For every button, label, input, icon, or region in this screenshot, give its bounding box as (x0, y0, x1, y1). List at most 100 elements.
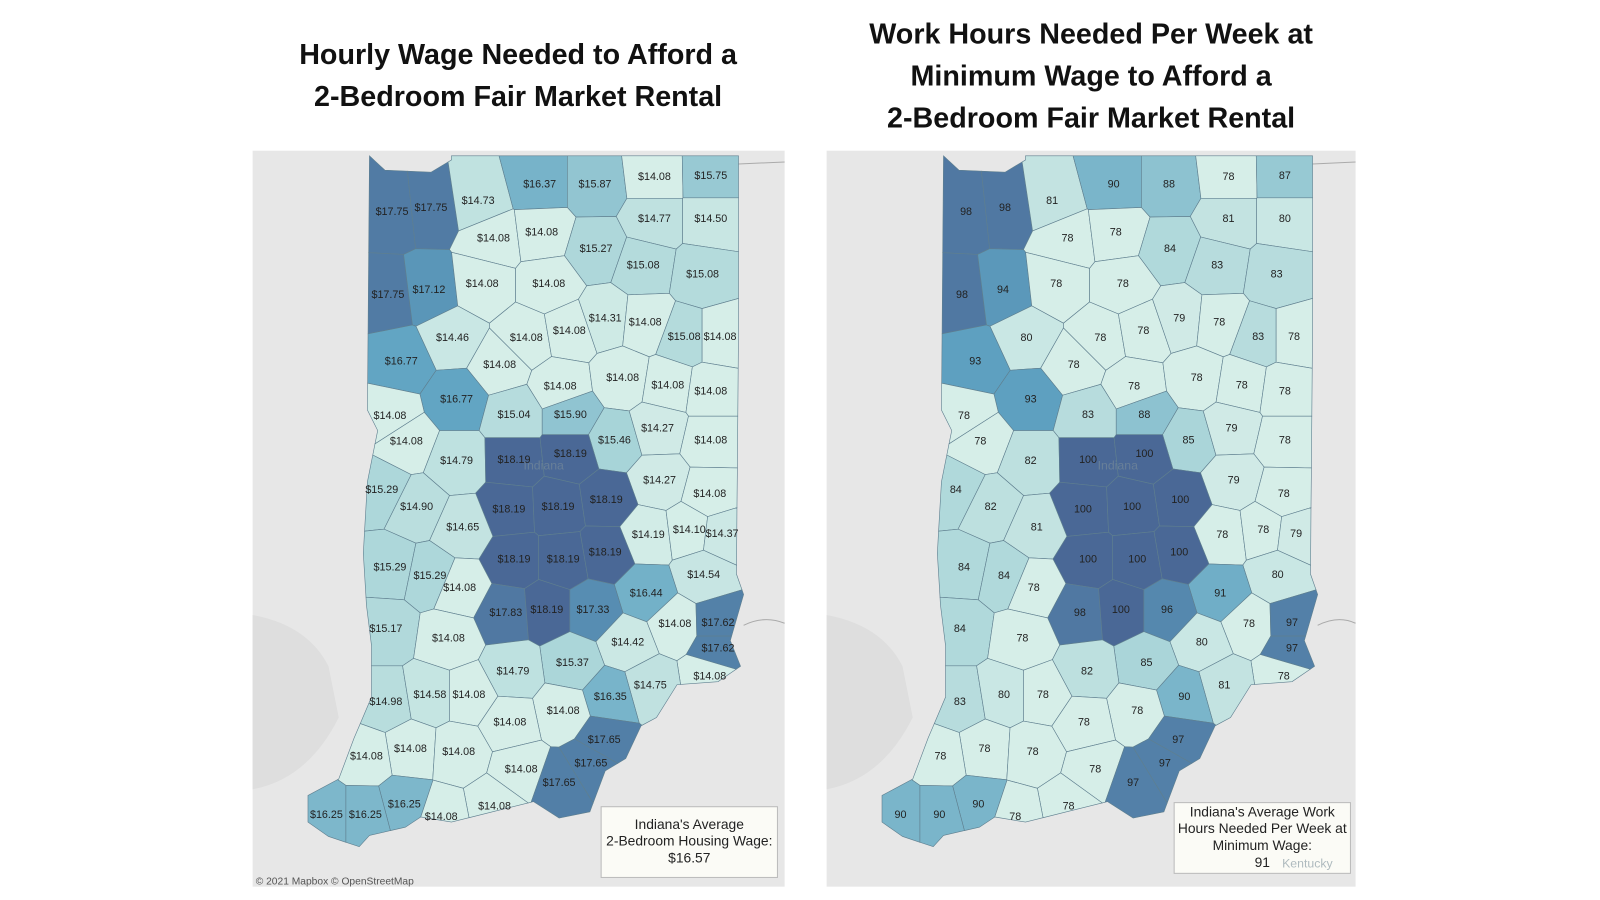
terrain (252, 615, 339, 790)
county (682, 197, 739, 253)
county-label: 78 (1278, 488, 1290, 500)
county-label: 81 (1031, 522, 1043, 534)
county-label: $17.62 (702, 643, 735, 655)
legend-box (600, 806, 778, 878)
county-label: 78 (1063, 801, 1075, 813)
county-label: $17.75 (415, 202, 448, 214)
county-label: $14.46 (436, 332, 469, 344)
county-label: 78 (1279, 385, 1291, 397)
county-label: 84 (1164, 243, 1176, 255)
county-label: 80 (1021, 332, 1033, 344)
county-label: 98 (999, 202, 1011, 214)
county-label: 79 (1290, 528, 1302, 540)
county (345, 785, 391, 848)
county-label: $14.50 (694, 213, 727, 225)
county-label: 90 (1108, 178, 1120, 190)
county-label: $14.08 (658, 618, 691, 630)
county-label: 78 (1222, 171, 1234, 183)
county-label: 98 (1074, 607, 1086, 619)
county (1256, 197, 1313, 253)
legend-text: Hours Needed Per Week at (1178, 820, 1347, 836)
county-label: $14.08 (693, 670, 726, 682)
county-label: $14.42 (611, 637, 644, 649)
county-label: 98 (960, 206, 972, 218)
county-label: 97 (1286, 643, 1298, 655)
county-label: $17.12 (412, 284, 445, 296)
county-label: 78 (1257, 524, 1269, 536)
county-label: 100 (1171, 494, 1189, 506)
county-label: 81 (1046, 195, 1058, 207)
county-label: $14.08 (443, 582, 476, 594)
county-label: 80 (1279, 213, 1291, 225)
county-label: $14.27 (641, 422, 674, 434)
county-label: $17.75 (376, 206, 409, 218)
county-label: $14.10 (673, 524, 706, 536)
county-label: $14.08 (694, 435, 727, 447)
county-label: 78 (1278, 670, 1290, 682)
county-label: $14.79 (497, 665, 530, 677)
county-label: 78 (1028, 582, 1040, 594)
county-label: 78 (1016, 632, 1028, 644)
county-label: 78 (1216, 529, 1228, 541)
legend-text: Minimum Wage: (1213, 837, 1312, 853)
county-label: $17.65 (588, 734, 621, 746)
county-label: 100 (1074, 503, 1092, 515)
county-label: $15.75 (694, 170, 727, 182)
county-label: $14.08 (532, 278, 565, 290)
county-label: 78 (934, 750, 946, 762)
county-label: 79 (1228, 475, 1240, 487)
county-label: $15.87 (579, 178, 612, 190)
county-label: $14.08 (629, 317, 662, 329)
county-label: $15.37 (556, 657, 589, 669)
county-label: $14.08 (493, 717, 526, 729)
county-label: 97 (1286, 617, 1298, 629)
legend-box (1173, 802, 1351, 874)
county-label: $14.08 (394, 743, 427, 755)
county-label: 80 (998, 689, 1010, 701)
county-label: 82 (1081, 665, 1093, 677)
county-label: $14.08 (483, 359, 516, 371)
county-label: $14.77 (638, 213, 671, 225)
county-label: $16.77 (440, 394, 473, 406)
county-label: 90 (933, 809, 945, 821)
county-label: 78 (1037, 689, 1049, 701)
county-label: $15.08 (686, 269, 719, 281)
place-label: Kentucky (1282, 856, 1333, 870)
county-label: $14.08 (442, 746, 475, 758)
county-label: 78 (1050, 278, 1062, 290)
county-label: $15.29 (414, 570, 447, 582)
county-label: 78 (1128, 380, 1140, 392)
county-label: 78 (1243, 618, 1255, 630)
county (994, 779, 1044, 823)
county-label: 78 (974, 436, 986, 448)
county-label: $15.29 (374, 562, 407, 574)
county-label: 100 (1128, 554, 1146, 566)
county-label: $14.08 (374, 410, 407, 422)
county-label: 90 (1178, 691, 1190, 703)
county-label: $14.73 (462, 195, 495, 207)
county-label: 97 (1127, 777, 1139, 789)
county-label: $16.25 (349, 809, 382, 821)
county-label: 97 (1159, 758, 1171, 770)
county-label: $14.08 (350, 750, 383, 762)
county-label: 80 (1272, 569, 1284, 581)
county-label: $14.08 (651, 379, 684, 391)
map-title: Hourly Wage Needed to Afford a (299, 39, 738, 71)
county-label: 78 (1009, 811, 1021, 823)
county-label: $18.19 (590, 494, 623, 506)
county-label: $14.90 (400, 501, 433, 513)
county-label: $15.04 (498, 409, 531, 421)
county-label: $14.08 (466, 278, 499, 290)
county-label: $15.46 (598, 435, 631, 447)
county-label: 83 (1082, 409, 1094, 421)
county-label: 83 (954, 696, 966, 708)
county-label: $14.08 (505, 764, 538, 776)
county-label: 98 (956, 289, 968, 301)
legend-text: 2-Bedroom Housing Wage: (606, 833, 772, 849)
county-label: 81 (1222, 213, 1234, 225)
county-label: $14.08 (478, 801, 511, 813)
county-label: 93 (1025, 394, 1037, 406)
county-label: $17.65 (543, 777, 576, 789)
county-label: 78 (979, 743, 991, 755)
